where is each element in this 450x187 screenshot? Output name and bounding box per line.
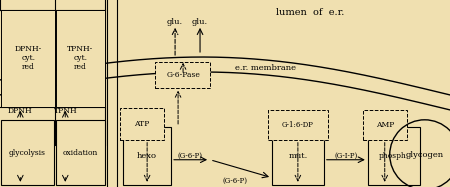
- Bar: [363, 110, 407, 140]
- Bar: [268, 110, 328, 140]
- Bar: [120, 108, 164, 140]
- Text: (G-I-P): (G-I-P): [334, 152, 357, 160]
- Text: hexo: hexo: [137, 152, 157, 160]
- Text: (G-6-P): (G-6-P): [222, 177, 248, 185]
- Text: phosph.: phosph.: [378, 152, 409, 160]
- Text: DPNH: DPNH: [8, 107, 33, 115]
- Bar: [123, 127, 171, 185]
- Bar: [56, 120, 105, 185]
- Text: G-1:6-DP: G-1:6-DP: [282, 121, 314, 129]
- Text: DPNH-
cyt.
red: DPNH- cyt. red: [15, 45, 42, 71]
- Bar: [1, 120, 54, 185]
- Text: glycogen: glycogen: [405, 151, 444, 159]
- Text: ATP: ATP: [135, 120, 150, 128]
- Bar: [56, 10, 105, 107]
- Bar: [1, 10, 55, 107]
- Text: mut.: mut.: [288, 152, 307, 160]
- Text: (G-6-P): (G-6-P): [178, 152, 202, 160]
- Bar: [272, 127, 324, 185]
- Text: e.r. membrane: e.r. membrane: [235, 64, 296, 72]
- Bar: [155, 62, 210, 88]
- Text: lumen  of  e.r.: lumen of e.r.: [276, 8, 344, 17]
- Text: TPNH-
cyt.
red: TPNH- cyt. red: [67, 45, 93, 71]
- Text: G-6-Pase: G-6-Pase: [166, 71, 200, 79]
- Text: oxidation: oxidation: [63, 149, 98, 157]
- Text: glu.: glu.: [167, 18, 183, 26]
- Text: glycolysis: glycolysis: [9, 149, 46, 157]
- Text: glu.: glu.: [192, 18, 208, 26]
- Text: TPNH: TPNH: [54, 107, 77, 115]
- Bar: [368, 127, 420, 185]
- Text: AMP: AMP: [376, 121, 394, 129]
